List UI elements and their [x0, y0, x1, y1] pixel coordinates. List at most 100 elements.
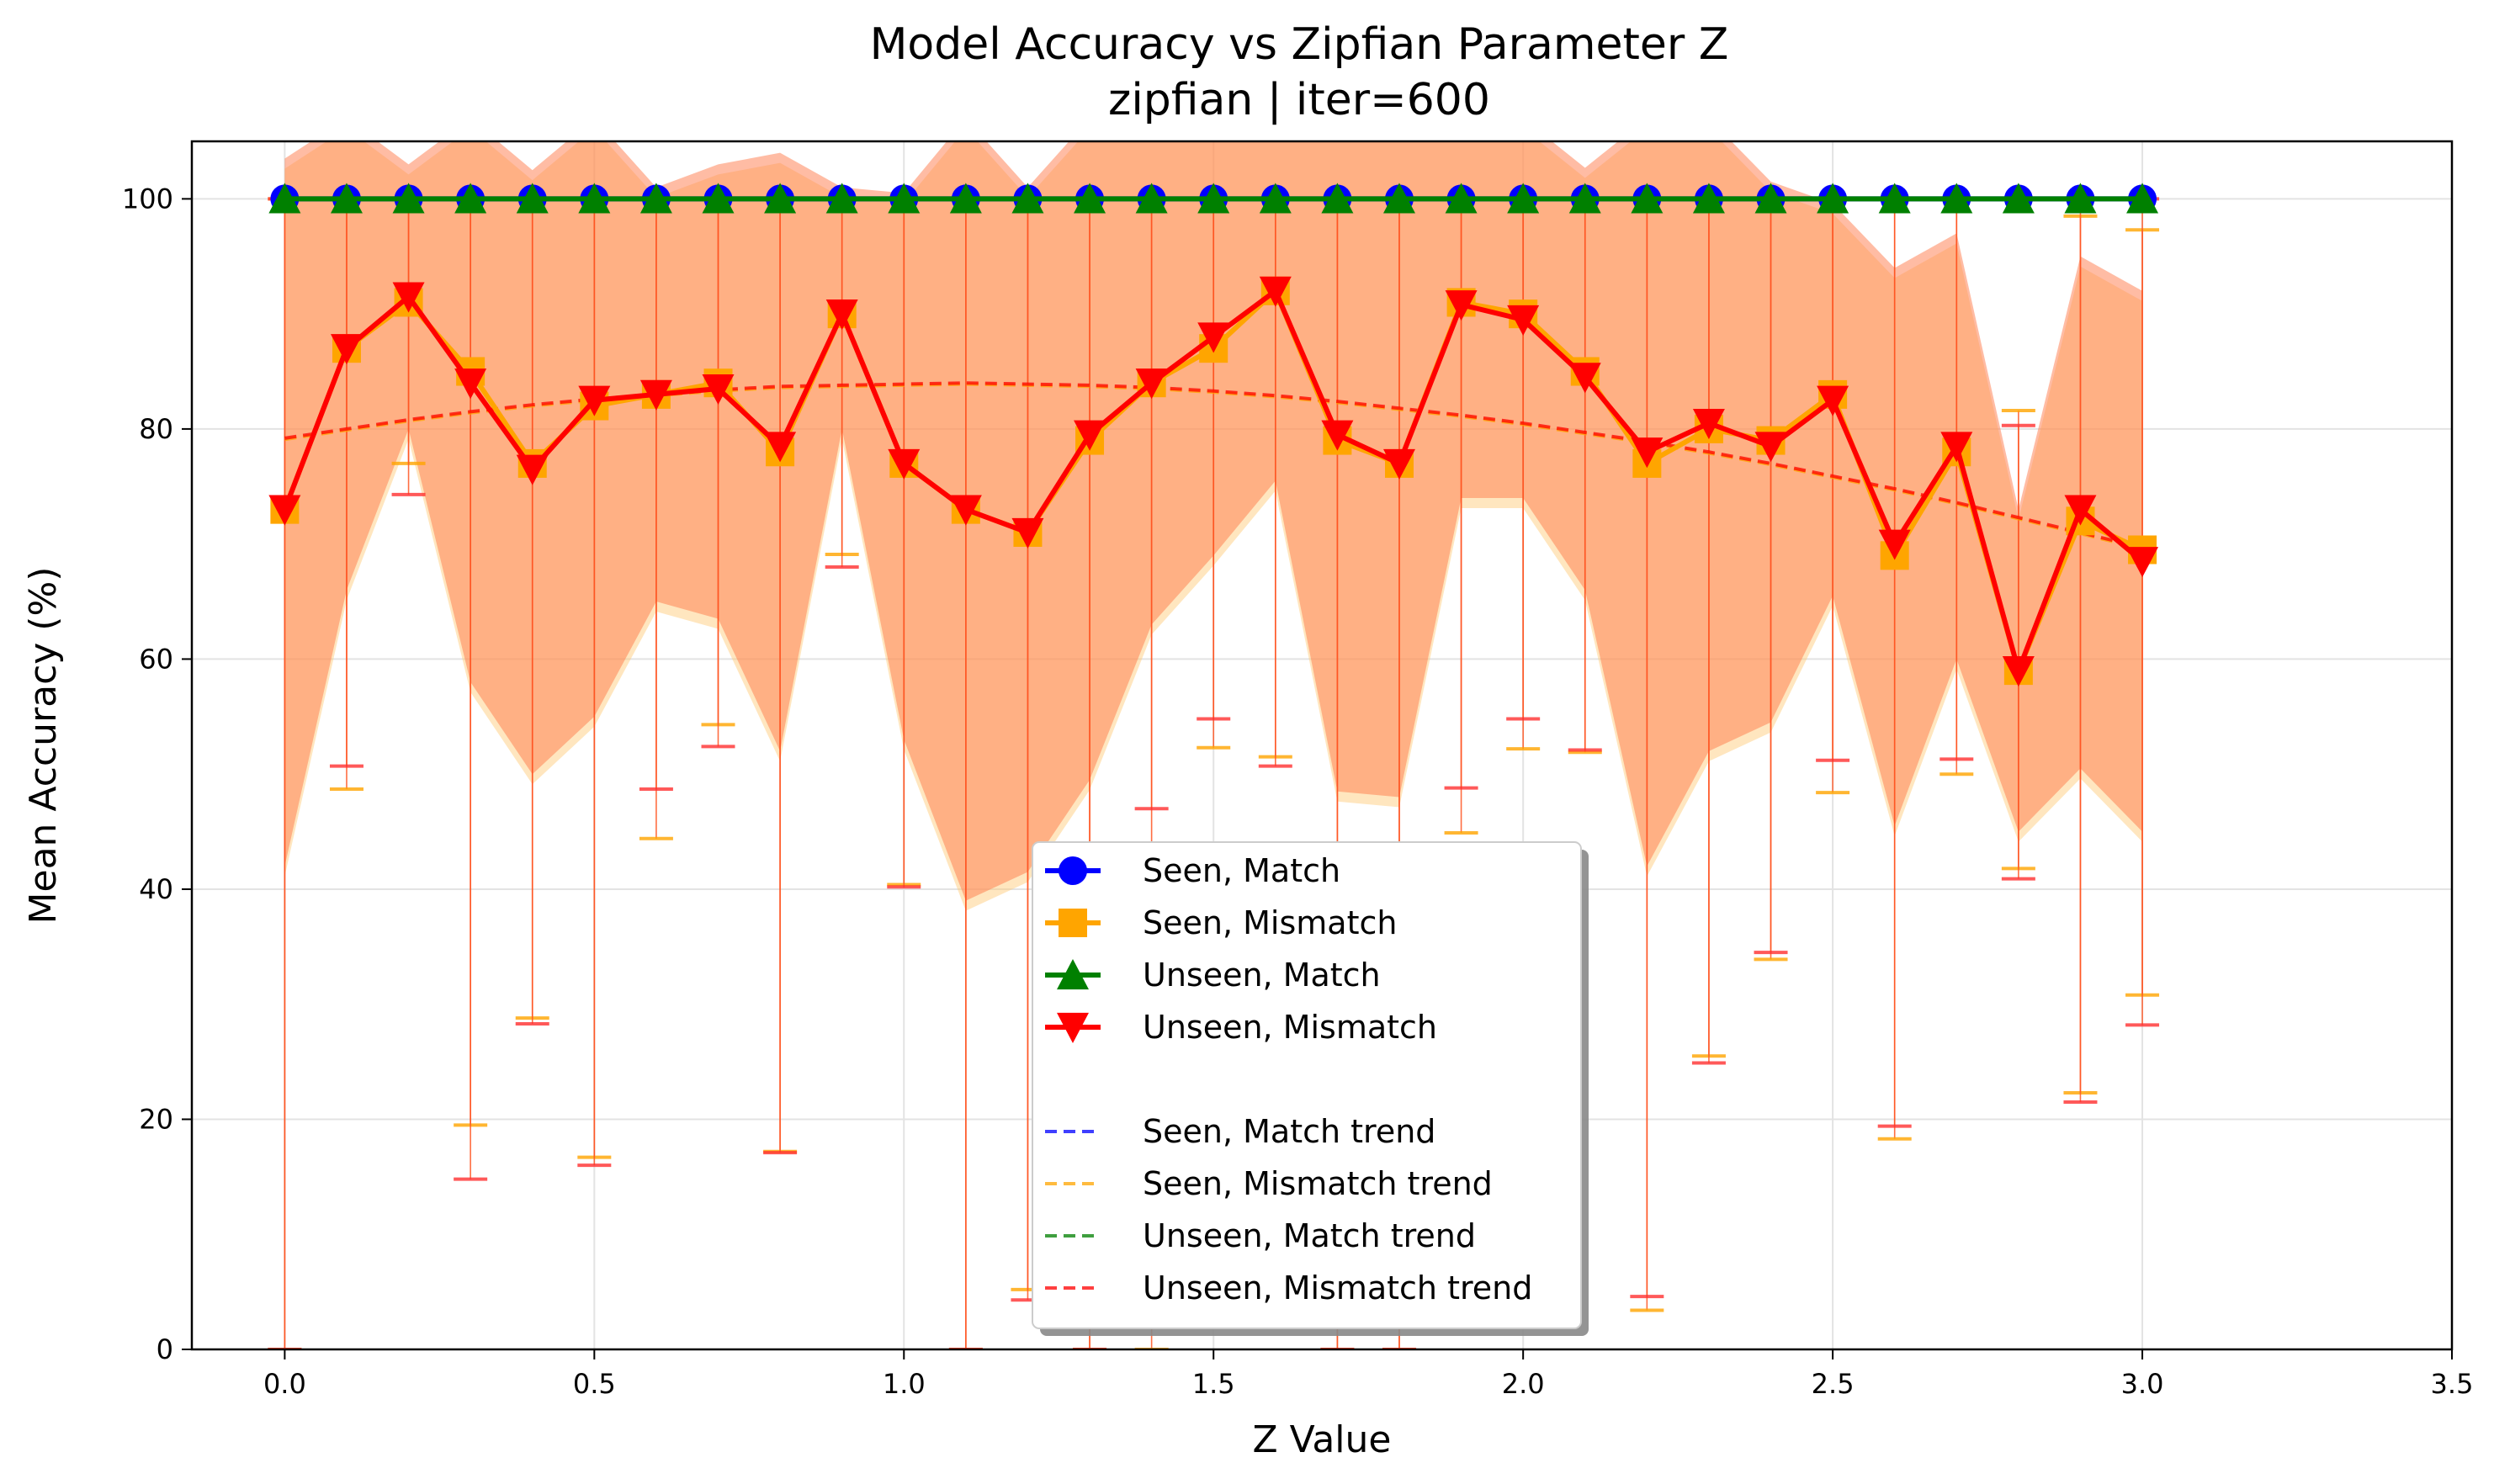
data-point: [1197, 183, 1230, 214]
legend-marker: [1057, 1012, 1089, 1043]
data-point: [1197, 322, 1230, 353]
y-tick-label: 100: [122, 183, 173, 215]
data-point: [1259, 183, 1292, 214]
data-point: [1692, 408, 1725, 440]
data-point: [702, 374, 735, 405]
legend-label: Seen, Match: [1143, 852, 1340, 889]
data-point: [825, 183, 858, 214]
data-point: [639, 183, 672, 214]
x-axis-label: Z Value: [1253, 1418, 1392, 1461]
data-point: [1940, 432, 1973, 463]
data-point: [1878, 529, 1911, 560]
data-point: [825, 299, 858, 331]
data-point: [268, 183, 301, 214]
data-point: [1568, 363, 1601, 394]
x-tick-label: 3.5: [2431, 1368, 2474, 1400]
legend-label: Seen, Mismatch: [1143, 904, 1397, 941]
data-point: [764, 183, 797, 214]
data-point: [454, 368, 487, 400]
y-tick-label: 0: [157, 1333, 173, 1365]
data-point: [1321, 420, 1354, 451]
y-tick-label: 20: [139, 1103, 173, 1135]
data-point: [1817, 385, 1849, 416]
trend-line: [284, 381, 2143, 549]
data-point: [578, 385, 611, 416]
legend-marker: [1057, 959, 1089, 990]
data-point: [392, 183, 425, 214]
data-point: [1507, 305, 1540, 336]
legend-label: Unseen, Mismatch trend: [1143, 1269, 1532, 1306]
legend-items: Seen, Match Seen, Mismatch Unseen, Match Un…: [1045, 852, 1532, 1306]
data-point: [1754, 432, 1787, 463]
data-point: [516, 183, 549, 214]
legend-label: Unseen, Match trend: [1143, 1217, 1476, 1254]
x-tick-label: 1.5: [1192, 1368, 1235, 1400]
data-point: [1817, 183, 1849, 214]
data-point: [2126, 547, 2159, 578]
data-point: [2002, 656, 2035, 687]
data-point: [1382, 183, 1415, 214]
legend-box: [1032, 841, 1582, 1329]
data-point: [949, 495, 982, 526]
data-point: [1692, 183, 1725, 214]
data-point: [1445, 183, 1478, 214]
data-point: [1135, 368, 1168, 400]
data-point: [330, 334, 363, 365]
data-point: [454, 183, 487, 214]
data-point: [949, 183, 982, 214]
legend-marker: [1059, 909, 1087, 937]
data-point: [702, 183, 735, 214]
data-point: [578, 183, 611, 214]
data-point: [1568, 183, 1601, 214]
data-point: [1259, 276, 1292, 307]
chart-title: Model Accuracy vs Zipfian Parameter Z: [870, 19, 1729, 70]
data-point: [1074, 420, 1106, 451]
data-point: [1445, 290, 1478, 321]
x-tick-label: 2.5: [1812, 1368, 1855, 1400]
data-point: [2002, 183, 2035, 214]
axis-ticks: 0.0 0.5 1.0 1.5 2.0 2.5 3.0 3.5 0 20 40 60 80 100: [122, 183, 2474, 1400]
data-point: [1074, 183, 1106, 214]
data-point: [1631, 183, 1664, 214]
data-point: [1135, 183, 1168, 214]
y-tick-label: 80: [139, 413, 173, 445]
data-point: [1754, 183, 1787, 214]
x-tick-label: 0.5: [573, 1368, 616, 1400]
y-tick-label: 40: [139, 873, 173, 905]
data-point: [888, 183, 921, 214]
data-point: [1011, 517, 1044, 549]
y-axis-label: Mean Accuracy (%): [22, 567, 65, 925]
data-point: [2126, 183, 2159, 214]
data-point: [392, 282, 425, 313]
data-point: [1878, 183, 1911, 214]
data-series: [268, 183, 2159, 687]
data-point: [1940, 183, 1973, 214]
legend-label: Unseen, Match: [1143, 957, 1381, 994]
x-tick-label: 3.0: [2121, 1368, 2164, 1400]
data-point: [268, 495, 301, 526]
x-tick-label: 2.0: [1502, 1368, 1545, 1400]
chart-subtitle: zipfian | iter=600: [1108, 75, 1490, 125]
plot-frame: [190, 140, 2454, 1351]
data-point: [2064, 183, 2097, 214]
data-point: [1382, 448, 1415, 480]
data-point: [1507, 183, 1540, 214]
data-point: [1011, 183, 1044, 214]
x-tick-label: 0.0: [263, 1368, 306, 1400]
data-point: [1321, 183, 1354, 214]
data-point: [330, 183, 363, 214]
data-point: [1631, 437, 1664, 469]
data-point: [764, 432, 797, 463]
y-tick-label: 60: [139, 643, 173, 675]
data-point: [639, 379, 672, 411]
data-point: [516, 454, 549, 485]
legend-label: Seen, Match trend: [1143, 1113, 1435, 1150]
data-point: [2064, 495, 2097, 526]
data-point: [888, 448, 921, 480]
legend: Seen, Match Seen, Mismatch Unseen, Match Un…: [1032, 841, 1589, 1336]
legend-label: Unseen, Mismatch: [1143, 1009, 1437, 1046]
legend-marker: [1059, 856, 1087, 885]
legend-label: Seen, Mismatch trend: [1143, 1165, 1493, 1202]
x-tick-label: 1.0: [883, 1368, 926, 1400]
